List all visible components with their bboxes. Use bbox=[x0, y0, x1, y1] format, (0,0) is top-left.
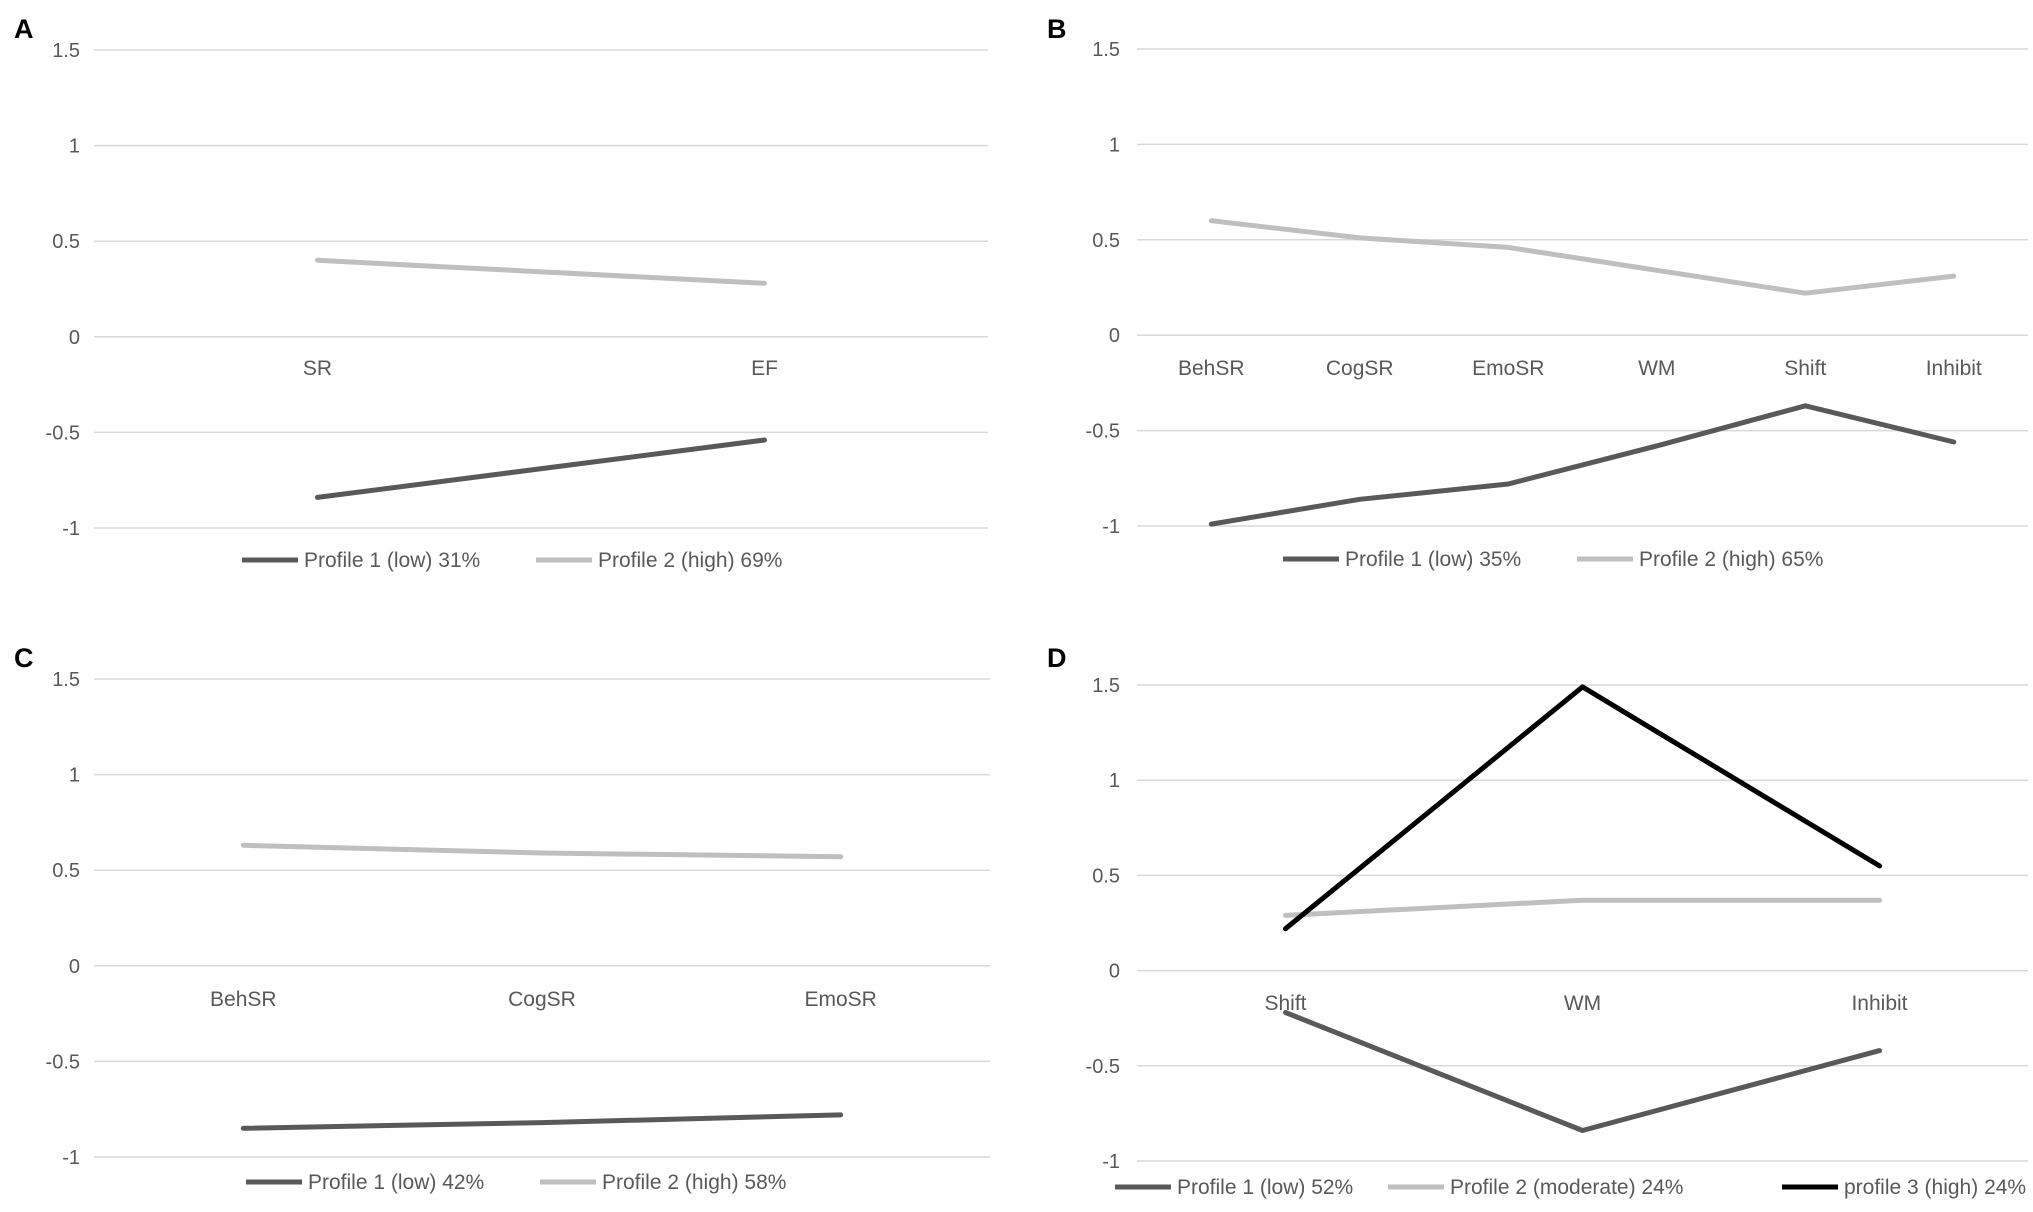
y-tick-label: 1.5 bbox=[52, 40, 80, 62]
legend-label: profile 3 (high) 24% bbox=[1844, 1176, 2026, 1199]
series-line-2 bbox=[1208, 218, 1957, 296]
legend-label: Profile 2 (moderate) 24% bbox=[1450, 1176, 1683, 1199]
legend-label: Profile 2 (high) 58% bbox=[602, 1171, 786, 1194]
category-label: EF bbox=[751, 357, 778, 380]
y-tick-label: 0 bbox=[1109, 961, 1120, 983]
y-tick-label: 1 bbox=[69, 136, 80, 158]
y-tick-label: 0 bbox=[69, 327, 80, 349]
y-tick-label: -0.5 bbox=[1086, 1056, 1120, 1078]
y-tick-label: 1 bbox=[69, 765, 80, 787]
panel-b: B 1.5 1 0.5 0 -0.5 -1 BehSR CogSR EmoSR WM Shift Inh… bbox=[1047, 14, 2028, 571]
panel-letter: C bbox=[14, 643, 34, 673]
y-tick-label: 0 bbox=[1109, 325, 1120, 347]
legend-label: Profile 1 (low) 42% bbox=[308, 1171, 484, 1194]
series-line-2 bbox=[315, 257, 767, 286]
panel-d: D 1.5 1 0.5 0 -0.5 -1 Shift WM Inhibit Profile 1 (… bbox=[1047, 643, 2028, 1199]
category-label: WM bbox=[1564, 992, 1601, 1015]
y-tick-label: -1 bbox=[62, 518, 80, 540]
y-tick-label: 1.5 bbox=[52, 669, 80, 691]
series-line-1 bbox=[1283, 1010, 1882, 1133]
y-tick-label: 0 bbox=[69, 956, 80, 978]
y-tick-label: 0.5 bbox=[52, 231, 80, 253]
y-tick-label: 0.5 bbox=[1092, 230, 1120, 252]
series-line-1 bbox=[1208, 403, 1957, 527]
panel-c: C 1.5 1 0.5 0 -0.5 -1 BehSR CogSR EmoSR Profile 1 … bbox=[14, 643, 990, 1194]
y-tick-label: -0.5 bbox=[46, 1051, 80, 1073]
y-tick-label: -0.5 bbox=[1086, 421, 1120, 443]
category-label: BehSR bbox=[1178, 357, 1245, 380]
y-tick-label: 1.5 bbox=[1092, 39, 1120, 61]
y-tick-label: 1.5 bbox=[1092, 675, 1120, 697]
category-label: CogSR bbox=[1326, 357, 1394, 380]
series-line-2 bbox=[240, 842, 844, 860]
category-label: EmoSR bbox=[1472, 357, 1544, 380]
y-tick-label: 0.5 bbox=[1092, 865, 1120, 887]
category-label: Shift bbox=[1264, 992, 1306, 1015]
series-line-1 bbox=[240, 1112, 844, 1131]
y-tick-label: -1 bbox=[1102, 516, 1120, 538]
y-tick-label: -0.5 bbox=[46, 422, 80, 444]
panel-letter: A bbox=[14, 14, 34, 44]
category-label: SR bbox=[303, 357, 332, 380]
category-label: Shift bbox=[1784, 357, 1826, 380]
y-tick-label: 0.5 bbox=[52, 860, 80, 882]
category-label: EmoSR bbox=[804, 988, 876, 1011]
legend-label: Profile 2 (high) 69% bbox=[598, 549, 782, 572]
legend-label: Profile 1 (low) 31% bbox=[304, 549, 480, 572]
panel-letter: B bbox=[1047, 14, 1067, 44]
legend-label: Profile 1 (low) 35% bbox=[1345, 548, 1521, 571]
panel-letter: D bbox=[1047, 643, 1067, 673]
category-label: Inhibit bbox=[1926, 357, 1982, 380]
y-tick-label: -1 bbox=[62, 1147, 80, 1169]
category-label: CogSR bbox=[508, 988, 576, 1011]
category-label: BehSR bbox=[210, 988, 277, 1011]
category-label: WM bbox=[1638, 357, 1675, 380]
y-tick-label: 1 bbox=[1109, 134, 1120, 156]
legend-label: Profile 2 (high) 65% bbox=[1639, 548, 1823, 571]
category-label: Inhibit bbox=[1851, 992, 1907, 1015]
series-line-1 bbox=[315, 437, 767, 500]
legend-label: Profile 1 (low) 52% bbox=[1177, 1176, 1353, 1199]
y-tick-label: 1 bbox=[1109, 770, 1120, 792]
panel-a: A 1.5 1 0.5 0 -0.5 -1 SR EF Profile 1 (low) 31% Pr… bbox=[14, 14, 988, 572]
y-tick-label: -1 bbox=[1102, 1151, 1120, 1173]
series-line-3 bbox=[1283, 684, 1882, 932]
series-line-2 bbox=[1283, 897, 1882, 918]
